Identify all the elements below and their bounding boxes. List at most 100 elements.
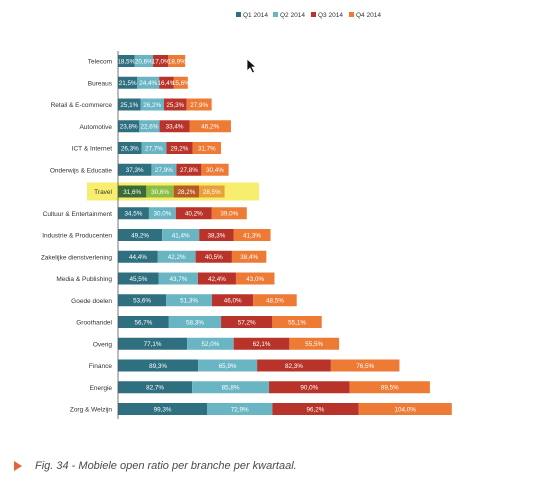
data-label: 46,0% xyxy=(224,298,242,305)
legend-swatch xyxy=(349,12,354,17)
bar-segment xyxy=(231,250,267,263)
data-label: 16,4% xyxy=(158,80,176,87)
mouse-pointer-icon xyxy=(246,58,258,74)
data-label: 34,5% xyxy=(125,211,143,218)
data-label: 24,4% xyxy=(139,80,157,87)
data-label: 20,6% xyxy=(135,58,153,65)
data-label: 28,2% xyxy=(177,189,195,196)
category-label: Retail & E-commerce xyxy=(51,102,113,109)
data-label: 39,0% xyxy=(220,211,238,218)
category-label: Goede doelen xyxy=(71,298,112,305)
bar-segment xyxy=(118,403,207,415)
bar-segment xyxy=(166,294,213,307)
data-label: 33,4% xyxy=(166,124,184,131)
bar-segment xyxy=(118,337,188,350)
bar-segment xyxy=(118,120,140,133)
data-label: 31,7% xyxy=(198,145,216,152)
bar-segment xyxy=(235,272,275,285)
bar-segment xyxy=(173,185,200,198)
legend-label: Q4 2014 xyxy=(356,12,381,19)
data-label: 38,3% xyxy=(207,232,225,239)
bar-segment xyxy=(140,98,164,111)
data-label: 43,0% xyxy=(246,276,264,283)
data-label: 82,3% xyxy=(285,363,303,370)
data-label: 17,0% xyxy=(152,58,170,65)
data-label: 30,6% xyxy=(151,189,169,196)
bar-segment xyxy=(201,163,229,176)
bar-segment xyxy=(199,185,225,198)
bar-segment xyxy=(168,316,222,328)
category-label: Travel xyxy=(94,189,112,196)
data-label: 25,3% xyxy=(166,102,184,109)
triangle-right-icon xyxy=(14,461,22,471)
bar-segment xyxy=(139,120,160,133)
bar-segment xyxy=(148,207,176,220)
bar-segment xyxy=(289,337,340,350)
bar-segment xyxy=(159,76,174,89)
data-label: 25,1% xyxy=(120,102,138,109)
data-label: 96,2% xyxy=(307,406,325,413)
bar-segment xyxy=(175,207,212,220)
data-label: 55,5% xyxy=(305,341,323,348)
data-label: 38,4% xyxy=(240,254,258,261)
data-label: 77,1% xyxy=(144,341,162,348)
bar-segment xyxy=(186,98,212,111)
category-label: Bureaus xyxy=(88,80,113,87)
category-label: Finance xyxy=(89,363,113,370)
bar-segment xyxy=(189,120,231,133)
bar-segment xyxy=(192,142,221,154)
bar-segment xyxy=(187,337,234,350)
bar-segment xyxy=(118,381,193,394)
bar-segment xyxy=(146,185,174,198)
bar-segment xyxy=(118,55,135,67)
bar-segment xyxy=(118,272,159,285)
bar-segment xyxy=(118,316,169,328)
legend-label: Q1 2014 xyxy=(243,12,268,19)
category-label: Onderwijs & Educatie xyxy=(50,167,113,174)
bar-segment xyxy=(118,250,158,263)
bar-segment xyxy=(134,55,154,67)
data-label: 18,5% xyxy=(117,58,135,65)
data-label: 41,4% xyxy=(172,232,190,239)
bar-segment xyxy=(211,207,247,220)
bar-segment xyxy=(212,294,254,307)
figure-caption: Fig. 34 - Mobiele open ratio per branche… xyxy=(14,458,297,474)
data-label: 27,9% xyxy=(155,167,173,174)
bar-segment xyxy=(137,76,160,89)
data-label: 31,6% xyxy=(123,189,141,196)
bar-segment xyxy=(162,229,200,241)
bar-segment xyxy=(118,142,142,154)
category-label: Overig xyxy=(93,341,113,348)
bar-segment xyxy=(158,272,198,285)
bar-segment xyxy=(159,120,190,133)
data-label: 37,3% xyxy=(126,167,144,174)
category-label: Telecom xyxy=(88,59,112,66)
bar-segment xyxy=(141,142,167,154)
data-label: 21,5% xyxy=(119,80,137,87)
category-label: Automotive xyxy=(79,124,112,131)
category-label: Zakelijke dienstverlening xyxy=(41,254,113,261)
data-label: 26,3% xyxy=(121,145,139,152)
data-label: 57,2% xyxy=(238,319,256,326)
data-label: 65,9% xyxy=(219,363,237,370)
bar-segment xyxy=(118,98,141,111)
data-label: 89,3% xyxy=(149,363,167,370)
legend-swatch xyxy=(311,12,316,17)
bar-segment xyxy=(199,229,234,241)
data-label: 41,3% xyxy=(243,232,261,239)
data-label: 40,5% xyxy=(205,254,223,261)
data-label: 45,5% xyxy=(129,276,147,283)
bar-segment xyxy=(192,381,270,394)
data-label: 40,2% xyxy=(185,211,203,218)
data-label: 30,4% xyxy=(206,167,224,174)
legend-swatch xyxy=(273,12,278,17)
data-label: 26,2% xyxy=(143,102,161,109)
bar-segment xyxy=(197,272,236,285)
bar-segment xyxy=(118,76,138,89)
bar-segment xyxy=(118,163,152,176)
bar-segment xyxy=(118,185,147,198)
data-label: 53,6% xyxy=(133,298,151,305)
bar-segment xyxy=(233,229,271,241)
data-label: 49,2% xyxy=(131,232,149,239)
category-label: Zorg & Welzijn xyxy=(70,407,113,414)
